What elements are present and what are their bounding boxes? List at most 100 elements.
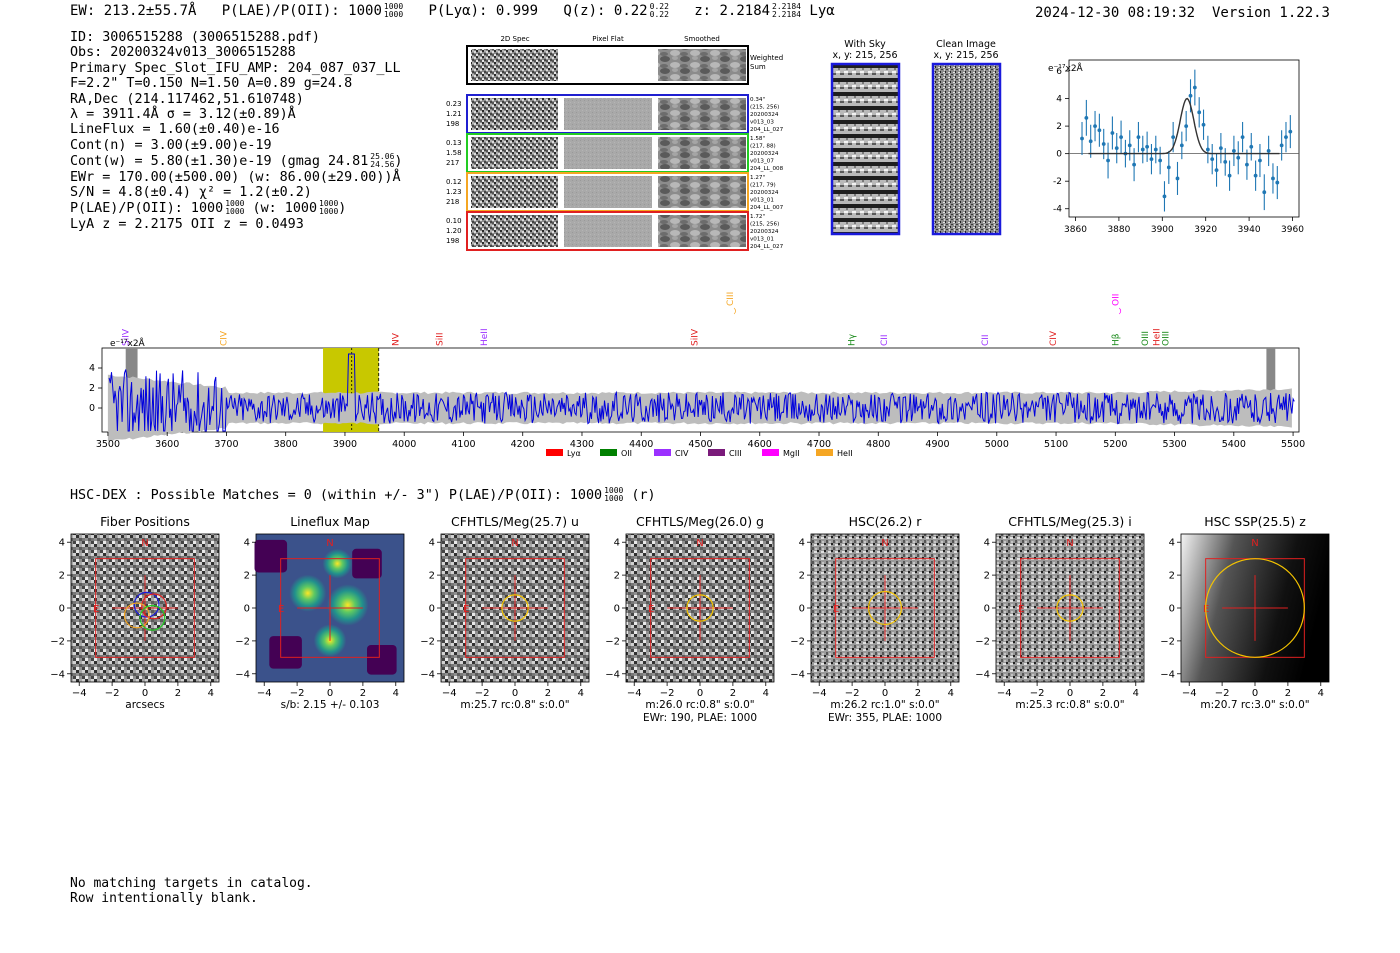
stamp-y-tick-label: −2	[790, 636, 805, 647]
stamp-title: CFHTLS/Meg(26.0) g	[636, 514, 764, 529]
aperture-circle	[867, 590, 903, 626]
zoom-point-marker	[1223, 160, 1228, 164]
search-box	[465, 558, 565, 658]
zoom-point-marker	[1106, 158, 1110, 163]
zoom-data-point	[1088, 124, 1093, 158]
zoom-point-marker	[1097, 128, 1102, 133]
zoom-data-point	[1258, 144, 1262, 178]
full-x-tick-label: 3500	[96, 439, 120, 450]
zoom-point-marker	[1132, 162, 1136, 167]
zoom-data-point	[1201, 109, 1206, 140]
legend-label: MgII	[783, 449, 800, 458]
stamp-x-tick-label: 2	[1285, 688, 1291, 699]
image-stamp: CFHTLS/Meg(26.0) g −4 −4 −2 −2 0 0 2 2 4 4 N Em:26.0…	[605, 514, 775, 724]
stamp-caption-2: EWr: 190, PLAE: 1000	[643, 712, 757, 724]
zoom-point-marker	[1284, 135, 1288, 140]
legend-entry: OII	[600, 449, 632, 458]
version: Version 1.22.3	[1211, 5, 1330, 21]
spec2d-row-info: 204_LL_027	[750, 127, 784, 133]
full-x-tick-label: 4100	[451, 439, 475, 450]
zoom-point-marker	[1084, 115, 1089, 120]
fiber-circle	[139, 604, 166, 631]
full-y-tick-label: 0	[89, 403, 95, 414]
spec2d-column-header: Smoothed	[684, 35, 720, 43]
stamp-y-tick-label: 0	[799, 604, 805, 615]
spec2d-row: 0.13 1.58 217 1.58" (217, 88)20200324 v013_07…	[446, 133, 784, 173]
cutout-subtitle: x, y: 215, 256	[933, 50, 998, 61]
stamp-x-tick-label: −4	[442, 688, 457, 699]
zoom-data-point	[1288, 115, 1293, 149]
spec2d-row-info: v013_07	[750, 159, 774, 165]
stamp-x-tick-label: 4	[1318, 688, 1324, 699]
zoom-data-point	[1153, 135, 1158, 164]
full-x-tick-label: 5400	[1222, 439, 1246, 450]
lineflux-region	[289, 574, 327, 612]
info-fit: F=2.2" T=0.150 N=1.50 A=0.89 g=24.8	[70, 76, 353, 92]
spec2d-row-pixelflat	[564, 176, 652, 208]
weighted-sum-label: Sum	[750, 63, 766, 71]
zoom-point-marker	[1140, 147, 1145, 152]
zoom-data-point	[1097, 113, 1102, 147]
stamp-y-tick-label: 0	[429, 604, 435, 615]
stamp-title: CFHTLS/Meg(25.3) i	[1008, 514, 1132, 529]
stamp-y-tick-label: −4	[605, 669, 620, 680]
fiber-circle	[133, 591, 160, 618]
spec2d-row-info: v013_01	[750, 198, 774, 204]
spec2d-row-info: (217, 88)	[750, 144, 776, 150]
info-lineflux: LineFlux = 1.60(±0.40)e-16	[70, 122, 280, 138]
aperture-circle	[686, 594, 714, 622]
plae-value: P(LAE)/P(OII): 1000	[221, 3, 382, 19]
spec2d-row-info: v013_03	[750, 120, 774, 126]
stamp-title: Lineflux Map	[290, 514, 370, 529]
zoom-data-point	[1249, 132, 1254, 161]
spec2d-row-smoothed	[658, 137, 746, 169]
stamp-caption: m:25.3 rc:0.8" s:0.0"	[1015, 699, 1124, 711]
legend-entry: HeII	[816, 449, 853, 458]
zoom-y-tick-label: 6	[1056, 67, 1062, 77]
stamp-x-tick-label: 2	[545, 688, 551, 699]
legend-swatch	[654, 449, 671, 456]
compass-north: N	[511, 538, 518, 549]
full-x-tick-label: 5200	[1103, 439, 1127, 450]
stamp-x-tick-label: 0	[142, 688, 148, 699]
stamp-x-tick-label: 0	[1067, 688, 1073, 699]
spec2d-row-2dspec	[471, 215, 558, 247]
plae-fraction: 1000 1000	[383, 2, 404, 19]
plya-value: P(Lyα): 0.999	[428, 3, 539, 19]
zoom-data-point	[1149, 144, 1154, 175]
zoom-data-point	[1175, 161, 1180, 195]
stamp-y-tick-label: −2	[420, 636, 435, 647]
zoom-x-tick-label: 3900	[1151, 225, 1174, 232]
stamp-x-tick-label: −4	[72, 688, 87, 699]
zoom-data-point	[1084, 99, 1089, 136]
stamp-y-tick-label: 4	[1169, 538, 1175, 549]
zoom-y-tick-label: 0	[1056, 150, 1062, 160]
zoom-point-marker	[1240, 135, 1245, 140]
stamp-x-tick-label: −2	[845, 688, 860, 699]
zoom-point-marker	[1214, 168, 1219, 173]
stamp-x-tick-label: 2	[175, 688, 181, 699]
spec2d-row-info: (215, 256)	[750, 105, 779, 111]
full-x-tick-label: 3800	[274, 439, 298, 450]
stamp-y-tick-label: −4	[790, 669, 805, 680]
spec2d-row-stat: 198	[446, 237, 459, 245]
legend-entry: CIII	[708, 449, 742, 458]
zoom-data-point	[1218, 132, 1223, 164]
search-box	[1020, 558, 1120, 658]
zoom-x-tick-label: 3880	[1107, 225, 1130, 232]
spectral-line-label: SiIV	[691, 328, 701, 346]
stamp-y-tick-label: −2	[235, 636, 250, 647]
spec2d-row-pixelflat	[564, 137, 652, 169]
stamp-y-tick-label: 4	[59, 538, 65, 549]
zoom-data-point	[1210, 144, 1215, 175]
zoom-data-point	[1093, 110, 1097, 142]
legend-entry: CIV	[654, 449, 689, 458]
sky-cutouts: With Sky x, y: 215, 256 Clean Image x, y…	[830, 39, 1002, 236]
spectral-line-label: SiII	[436, 332, 446, 346]
zoom-point-marker	[1114, 146, 1119, 151]
spectral-line-label: SiIV	[122, 328, 132, 346]
